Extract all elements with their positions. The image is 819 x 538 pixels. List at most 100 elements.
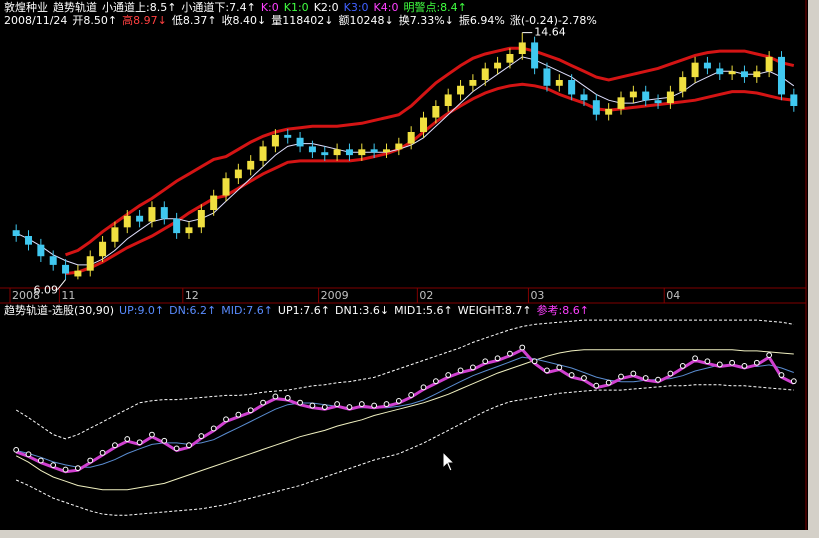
weight-dot: [778, 372, 785, 378]
weight-dot: [556, 364, 563, 371]
header-item: K:0: [261, 1, 279, 14]
weight-dot: [568, 372, 575, 378]
header-item: 明警点:8.4↑: [403, 0, 466, 14]
legend-item: UP1:7.6↑: [278, 304, 330, 317]
candle-body: [629, 91, 637, 98]
header-row: 敦煌种业 趋势轨道 小通道上:8.5↑ 小通道下:7.4↑ K:0 K1:0 K2:0 K3:…: [4, 0, 467, 14]
header-item: 2008/11/24: [4, 14, 67, 27]
weight-dot: [136, 439, 143, 446]
weight-dot: [457, 367, 464, 374]
chart-background: [0, 0, 808, 530]
weight-dot: [741, 363, 748, 369]
channel-line: [64, 46, 795, 257]
x-tick-label: 12: [185, 289, 199, 302]
indicator-line: [15, 384, 794, 516]
candle-body: [234, 169, 242, 179]
weight-dot: [74, 465, 81, 471]
candle-body: [49, 256, 57, 265]
candle-body: [642, 91, 650, 101]
header-item: 涨(-0.24)-2.78%: [510, 14, 597, 27]
candle-body: [370, 149, 378, 153]
weight-dot: [383, 401, 390, 407]
weight-dot: [346, 404, 353, 410]
candle-body: [185, 227, 193, 234]
candle-body: [531, 42, 539, 69]
weight-dot: [13, 446, 20, 453]
header-item: 收8.40↓: [222, 13, 267, 27]
weight-dot: [235, 411, 242, 418]
candle-body: [765, 56, 773, 72]
x-tick-label: 2008: [12, 289, 40, 302]
header-row: 2008/11/24 开8.50↑ 高8.97↓ 低8.37↑ 收8.40↓ 量11840…: [4, 13, 597, 27]
x-tick-label: 02: [419, 289, 433, 302]
indicator-legend: 趋势轨道-选股(30,90) UP:9.0↑ DN:6.2↑ MID:7.6↑ UP1:…: [4, 303, 589, 317]
candle-body: [99, 241, 107, 257]
candle-body: [321, 152, 329, 156]
weight-dot: [87, 457, 94, 464]
weight-dot: [679, 363, 686, 369]
candle-body: [580, 94, 588, 101]
candle-body: [728, 71, 736, 75]
candle-body: [296, 137, 304, 147]
weight-dot: [37, 457, 44, 464]
weight-dot: [408, 392, 415, 398]
header-item: 敦煌种业: [4, 0, 48, 14]
indicator-line: [15, 349, 794, 491]
header-item: K1:0: [284, 1, 309, 14]
candle-body: [333, 149, 341, 156]
weight-dot: [753, 359, 760, 366]
weight-dot: [112, 442, 118, 449]
weight-dot: [149, 431, 155, 438]
candle-body: [25, 236, 33, 245]
weight-dot: [667, 370, 674, 377]
header-item: 振6.94%: [459, 13, 505, 27]
weight-dot: [494, 355, 501, 362]
candle-body: [358, 149, 366, 156]
candle-body: [494, 62, 502, 69]
x-tick-label: 03: [530, 289, 544, 302]
weight-dot: [321, 404, 328, 410]
header-item: 额10248↓: [339, 14, 394, 27]
candle-body: [259, 146, 267, 161]
candle-body: [12, 230, 20, 236]
candle-body: [136, 215, 144, 222]
candle-body: [543, 68, 551, 86]
indicator-line: [15, 347, 795, 474]
weight-dot: [716, 361, 723, 368]
weight-dot: [272, 393, 279, 400]
header-item: 小通道上:8.5↑: [102, 0, 176, 14]
candle-body: [605, 108, 613, 115]
weight-dot: [704, 358, 711, 365]
weight-dot: [395, 397, 402, 404]
weight-dot: [297, 399, 303, 406]
candle-body: [222, 178, 230, 196]
weight-dot: [729, 359, 736, 366]
weight-dot: [432, 378, 439, 385]
legend-item: MID1:5.6↑: [394, 304, 453, 317]
candle-body: [716, 68, 724, 75]
candle-body: [518, 42, 526, 54]
weight-dot: [99, 449, 106, 456]
candle-body: [481, 68, 489, 80]
candle-body: [345, 149, 353, 156]
candle-body: [210, 195, 218, 210]
candle-body: [197, 210, 205, 228]
header-item: 量118402↓: [271, 14, 333, 27]
candle-body: [469, 80, 477, 86]
x-tick-label: 04: [666, 289, 680, 302]
weight-dot: [692, 355, 698, 362]
weight-dot: [420, 384, 427, 391]
legend-item: 参考:8.6↑: [537, 303, 589, 317]
candle-body: [679, 77, 687, 92]
candle-body: [284, 134, 292, 138]
weight-dot: [531, 358, 538, 365]
candle-body: [654, 100, 662, 104]
candle-body: [444, 94, 452, 106]
candle-body: [666, 91, 674, 104]
candle-body: [395, 143, 403, 150]
candle-body: [740, 71, 748, 78]
weight-dot: [544, 367, 550, 374]
candle-body: [111, 227, 119, 242]
